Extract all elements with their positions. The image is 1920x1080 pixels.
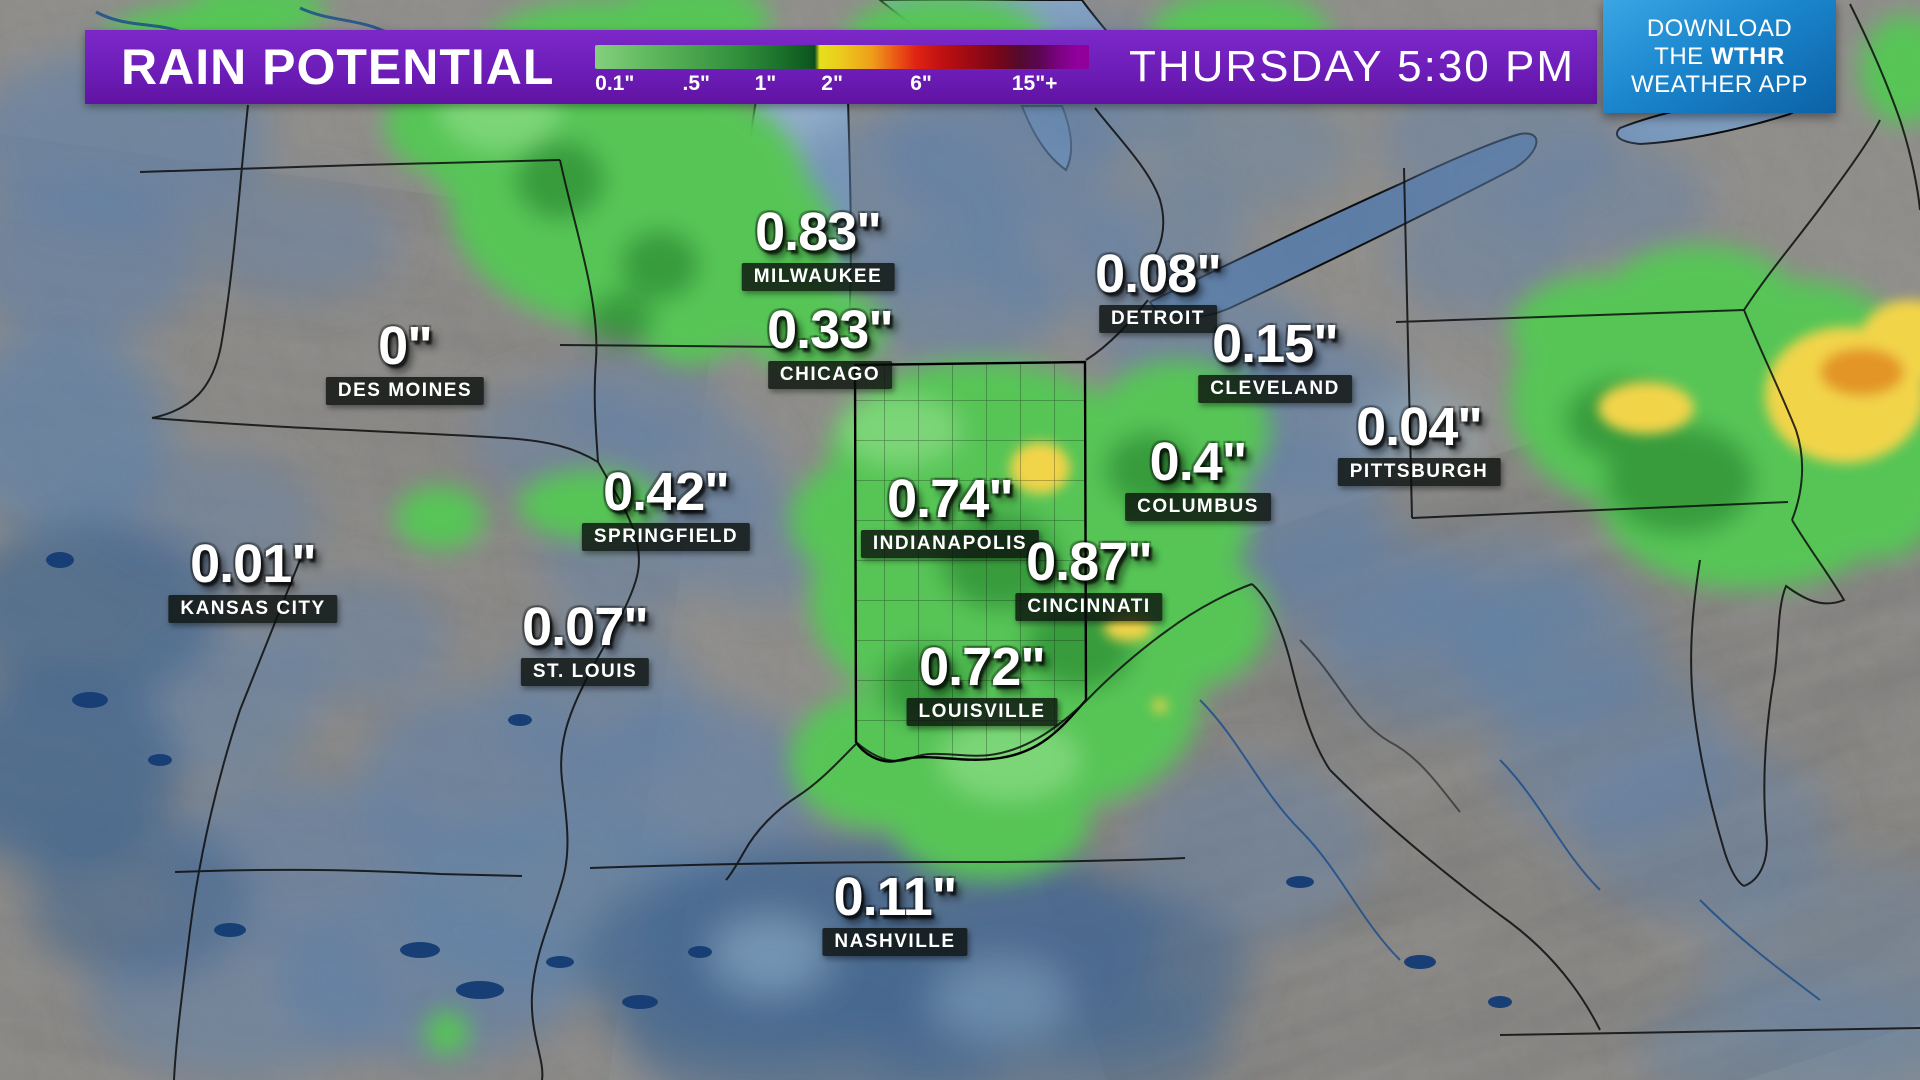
badge-line-3: WEATHER APP bbox=[1630, 70, 1809, 98]
scale-tick-label: 1" bbox=[754, 72, 777, 95]
scale-tick-label: 6" bbox=[910, 72, 932, 95]
badge-line-1: DOWNLOAD bbox=[1646, 14, 1793, 42]
page-title: RAIN POTENTIAL bbox=[121, 39, 555, 95]
reservoir-lakes bbox=[46, 552, 1512, 1009]
badge-line-2: THE WTHR bbox=[1654, 42, 1785, 70]
rain-scale-legend: 0.1" .5" 1" 2" 6" 15"+ bbox=[595, 30, 1095, 104]
state-borders bbox=[139, 3, 1920, 1080]
wthr-brand: WTHR bbox=[1710, 42, 1785, 70]
rain-scale-gradient-bar bbox=[595, 45, 1089, 69]
indiana-county-grid bbox=[853, 360, 1088, 763]
scale-tick-label: .5" bbox=[682, 72, 711, 95]
scale-tick-label: 15"+ bbox=[1011, 72, 1058, 95]
scale-tick-label: 0.1" bbox=[595, 72, 635, 95]
scale-tick-label: 2" bbox=[821, 72, 843, 95]
forecast-timestamp: THURSDAY 5:30 PM bbox=[1128, 42, 1575, 91]
rain-scale-labels: 0.1" .5" 1" 2" 6" 15"+ bbox=[595, 72, 1089, 100]
download-app-badge[interactable]: DOWNLOAD THE WTHR WEATHER APP bbox=[1603, 0, 1836, 113]
header-banner: RAIN POTENTIAL 0.1" .5" 1" 2" 6" 15"+ THURSDA… bbox=[85, 30, 1597, 104]
